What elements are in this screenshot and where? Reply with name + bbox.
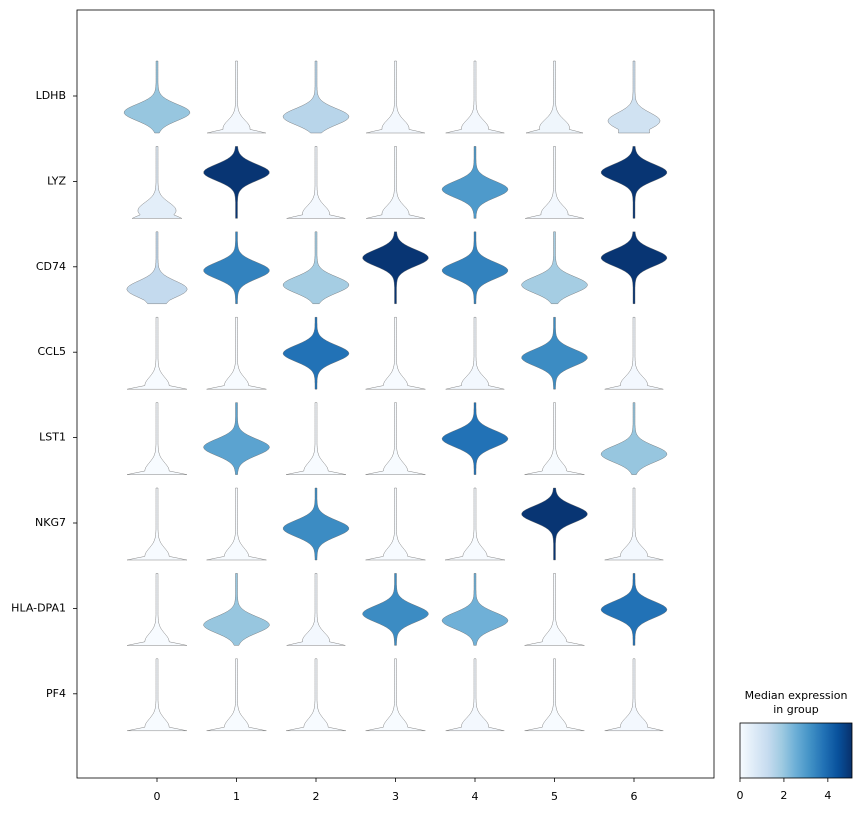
violin [601,231,667,304]
violin [127,402,187,475]
y-tick-label: HLA-DPA1 [11,601,66,614]
violin [206,658,267,731]
violin [286,573,346,646]
violin [604,658,664,731]
y-tick-label: CD74 [36,260,66,273]
violin [521,487,588,561]
violin [607,60,661,134]
violin [207,60,266,134]
violin [604,487,664,561]
x-tick-label: 3 [392,790,399,803]
violin [127,317,187,390]
y-tick-label: PF4 [46,687,66,700]
violin [203,573,270,646]
violin [283,487,349,561]
violin [441,146,509,219]
violin [127,573,187,646]
violin [366,146,425,219]
colorbar-tick-label: 0 [737,789,744,802]
violin [445,317,505,390]
x-tick-label: 0 [154,790,161,803]
violin [365,487,426,561]
violin [203,231,270,304]
violin [600,402,668,475]
x-tick-label: 1 [233,790,240,803]
violin [127,658,187,731]
violin [442,231,508,304]
violin [521,317,588,390]
violin [524,658,585,731]
x-tick-label: 5 [551,790,558,803]
violin [203,402,270,475]
colorbar [739,722,853,779]
violin [365,658,426,731]
violin [286,146,346,219]
violin [365,402,426,475]
violin [365,317,426,390]
violin [132,146,182,219]
violin [286,658,346,731]
violin [525,60,584,134]
y-tick-label: LDHB [36,89,66,102]
violin [366,60,425,134]
violin [521,231,588,304]
y-tick-label: LST1 [39,431,66,444]
violin [524,573,585,646]
colorbar-tick-label: 4 [824,789,831,802]
violin [127,487,187,561]
violin [282,60,350,134]
y-tick-label: NKG7 [35,516,66,529]
violin [524,402,585,475]
x-tick-label: 6 [631,790,638,803]
colorbar-tick-label: 2 [780,789,787,802]
x-tick-label: 4 [472,790,479,803]
violin [601,146,667,219]
violin [362,231,429,304]
violin [206,487,267,561]
violin [525,146,584,219]
violin [282,317,350,390]
x-tick-label: 2 [313,790,320,803]
violin [441,573,509,646]
violin [441,402,509,475]
colorbar-title: Median expression in group [744,689,848,716]
violin [445,487,505,561]
violin [286,402,346,475]
violin [126,231,188,304]
violin [283,231,349,304]
violin [600,573,668,646]
violin [362,573,429,646]
y-tick-label: CCL5 [38,345,67,358]
y-tick-label: LYZ [47,174,66,187]
violin [206,317,267,390]
violin [123,60,191,134]
violin [445,60,505,134]
violin [203,146,270,219]
violin [445,658,505,731]
violin [604,317,664,390]
